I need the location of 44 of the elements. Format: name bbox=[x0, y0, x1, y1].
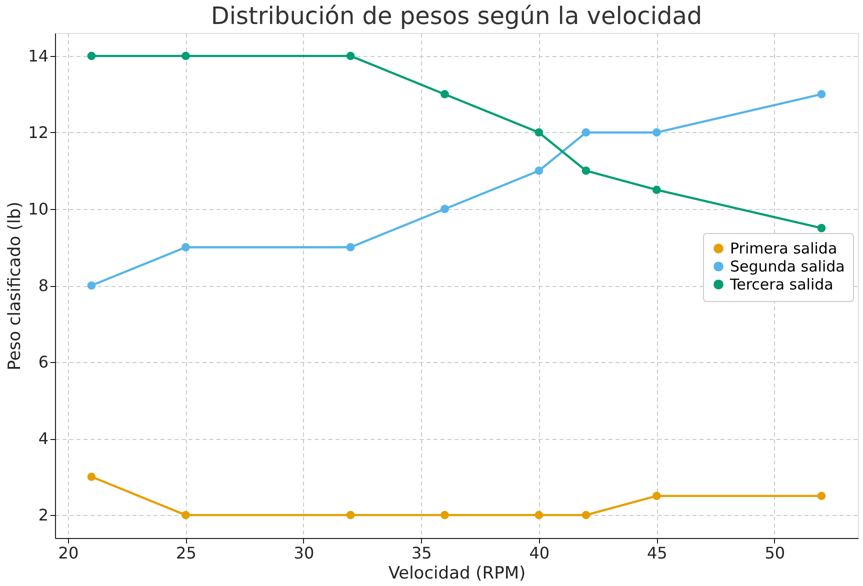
point bbox=[534, 510, 544, 520]
point bbox=[652, 128, 661, 137]
y-tick-label: 14 bbox=[28, 46, 48, 66]
point bbox=[582, 510, 590, 520]
x-tick-label: 25 bbox=[176, 544, 196, 562]
point bbox=[817, 90, 826, 98]
point bbox=[440, 204, 449, 214]
point bbox=[817, 224, 826, 232]
point bbox=[346, 243, 355, 252]
x-tick-label: 45 bbox=[646, 544, 668, 562]
x-tick-label: 35 bbox=[412, 544, 432, 562]
x-tick-label: 20 bbox=[58, 544, 79, 562]
point bbox=[582, 166, 590, 175]
point bbox=[582, 128, 590, 137]
point bbox=[87, 52, 96, 60]
x-tick-label: 40 bbox=[529, 544, 550, 562]
y-tick-label: 4 bbox=[38, 429, 48, 448]
legend-label: Tercera salida bbox=[729, 276, 834, 294]
point bbox=[440, 90, 449, 98]
point bbox=[652, 492, 661, 500]
point bbox=[182, 243, 190, 252]
x-axis-title: Velocidad (RPM) bbox=[388, 564, 526, 584]
y-tick-label: 6 bbox=[38, 352, 48, 372]
point bbox=[87, 281, 96, 290]
point bbox=[440, 510, 449, 520]
point bbox=[346, 510, 355, 520]
y-tick-label: 10 bbox=[28, 199, 48, 218]
point bbox=[534, 128, 544, 137]
point bbox=[652, 186, 661, 194]
point bbox=[346, 52, 355, 60]
y-axis-title: Peso clasificado (lb) bbox=[5, 202, 26, 370]
legend-label: Segunda salida bbox=[730, 258, 845, 276]
legend-label: Primera salida bbox=[730, 240, 838, 258]
y-tick-label: 2 bbox=[38, 506, 48, 525]
point bbox=[87, 472, 96, 481]
x-tick-label: 30 bbox=[294, 544, 314, 562]
point bbox=[534, 166, 544, 175]
y-tick-label: 8 bbox=[38, 276, 48, 295]
point bbox=[182, 510, 190, 520]
y-tick-label: 12 bbox=[28, 122, 48, 142]
point bbox=[817, 492, 826, 500]
point bbox=[182, 52, 190, 60]
x-tick-label: 50 bbox=[764, 544, 786, 562]
chart-title: Distribución de pesos según la velocidad bbox=[210, 2, 702, 30]
